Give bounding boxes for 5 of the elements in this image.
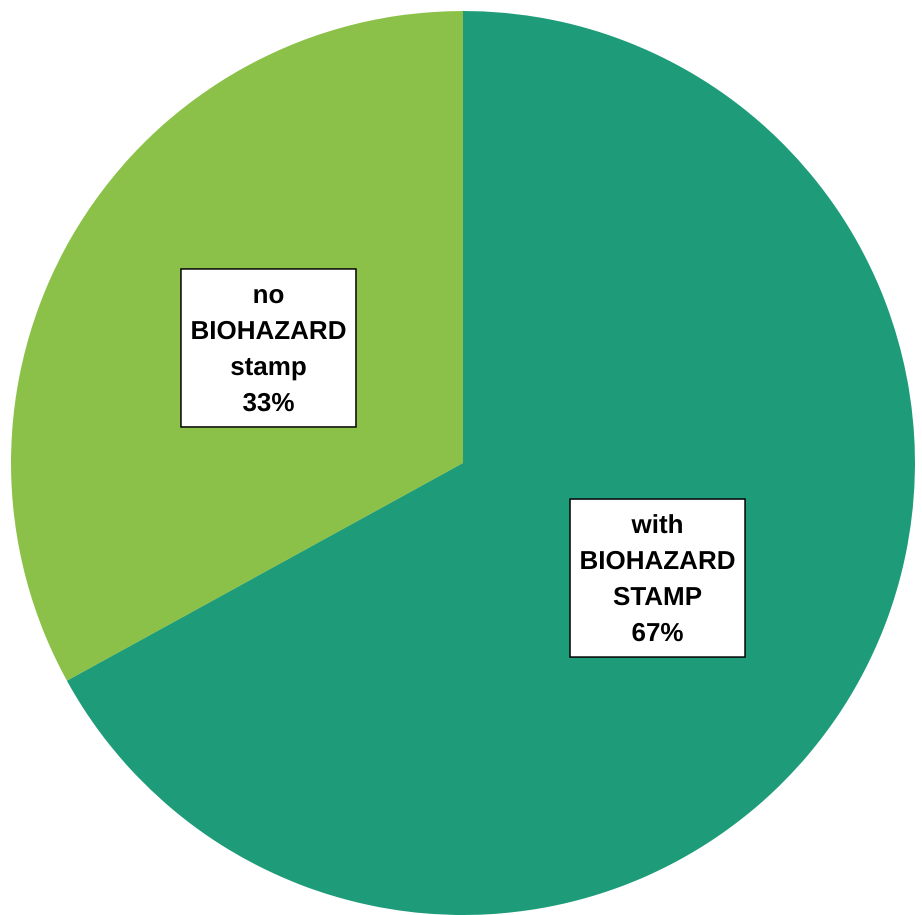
slice-label: no BIOHAZARD stamp <box>190 278 346 381</box>
pie-slice <box>66 11 915 914</box>
data-label: 33% <box>242 386 294 417</box>
data-label: 67% <box>632 617 684 648</box>
slice-label: with BIOHAZARD STAMP <box>580 509 736 612</box>
